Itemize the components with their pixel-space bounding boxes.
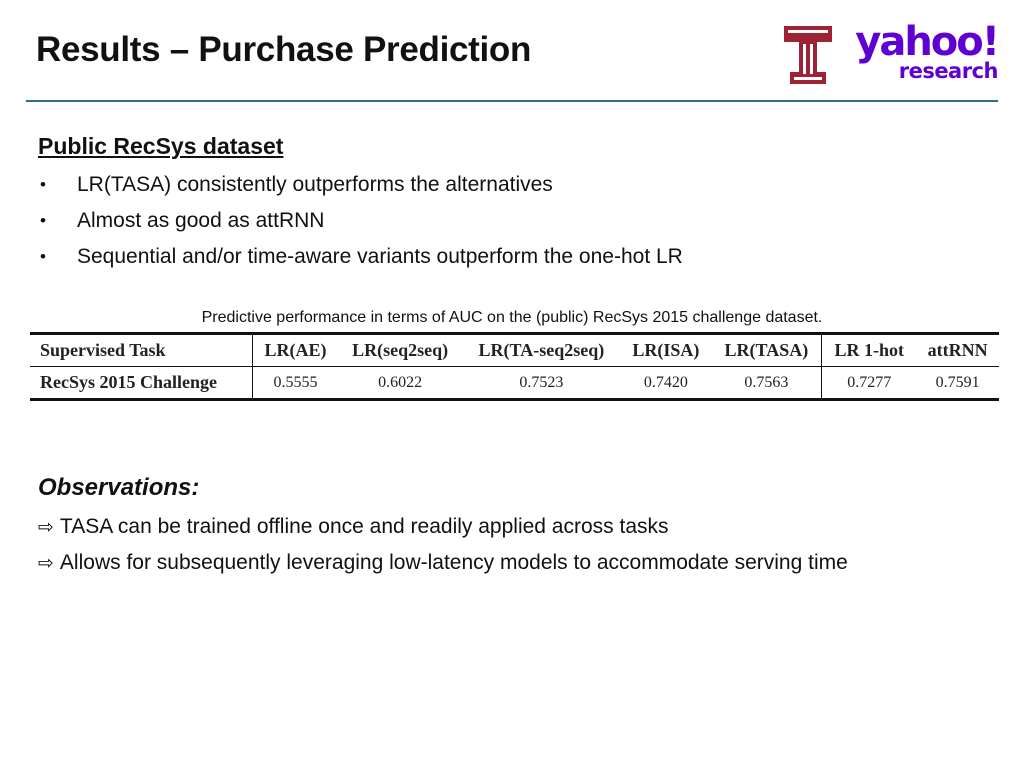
table-cell: 0.7420 — [643, 373, 688, 391]
bullet-list: • LR(TASA) consistently outperforms the a… — [38, 170, 683, 278]
column-header: LR(seq2seq) — [352, 340, 449, 360]
list-item: ⇨ TASA can be trained offline once and re… — [38, 512, 848, 548]
observation-text: TASA can be trained offline once and rea… — [59, 515, 669, 538]
observations-heading: Observations: — [38, 474, 200, 501]
list-item: ⇨ Allows for subsequently leveraging low-… — [38, 548, 848, 584]
right-arrow-icon: ⇨ — [38, 516, 54, 538]
bullet-text: Sequential and/or time-aware variants ou… — [77, 245, 683, 268]
column-header: LR 1-hot — [821, 333, 917, 367]
list-item: • Sequential and/or time-aware variants o… — [38, 242, 683, 278]
section-heading: Public RecSys dataset — [38, 133, 284, 159]
table-cell: 0.7277 — [821, 366, 917, 400]
list-item: • Almost as good as attRNN — [38, 206, 683, 242]
bullet-icon: • — [40, 175, 46, 194]
slide-title: Results – Purchase Prediction — [36, 30, 532, 69]
right-arrow-icon: ⇨ — [38, 552, 54, 574]
column-header: LR(AE) — [264, 340, 327, 360]
column-header: attRNN — [927, 340, 988, 360]
observations-list: ⇨ TASA can be trained offline once and re… — [38, 512, 848, 584]
table-cell: 0.5555 — [273, 373, 318, 391]
yahoo-research-logo: yahoo! research — [846, 22, 1002, 86]
table-cell: 0.6022 — [378, 373, 423, 391]
column-header: LR(TASA) — [724, 340, 809, 360]
column-header: LR(TA-seq2seq) — [478, 340, 605, 360]
column-header: Supervised Task — [30, 333, 253, 367]
column-header: LR(ISA) — [632, 340, 700, 360]
table-cell: 0.7523 — [519, 373, 564, 391]
bullet-text: LR(TASA) consistently outperforms the al… — [77, 173, 553, 196]
bullet-icon: • — [40, 247, 46, 266]
bullet-text: Almost as good as attRNN — [77, 209, 325, 232]
results-table: Supervised Task LR(AE) LR(seq2seq) LR(TA… — [30, 332, 999, 401]
temple-logo — [784, 26, 832, 84]
research-wordmark: research — [898, 59, 999, 83]
title-divider — [26, 100, 998, 102]
table-row: RecSys 2015 Challenge 0.5555 0.6022 0.75… — [30, 366, 999, 400]
table-cell: RecSys 2015 Challenge — [30, 366, 253, 400]
list-item: • LR(TASA) consistently outperforms the a… — [38, 170, 683, 206]
yahoo-wordmark: yahoo! — [855, 19, 1000, 65]
table-cell: 0.7591 — [935, 373, 980, 391]
observation-text: Allows for subsequently leveraging low-l… — [59, 551, 848, 574]
table-caption: Predictive performance in terms of AUC o… — [201, 309, 823, 326]
bullet-icon: • — [40, 211, 46, 230]
table-cell: 0.7563 — [744, 373, 789, 391]
table-header-row: Supervised Task LR(AE) LR(seq2seq) LR(TA… — [30, 333, 999, 367]
